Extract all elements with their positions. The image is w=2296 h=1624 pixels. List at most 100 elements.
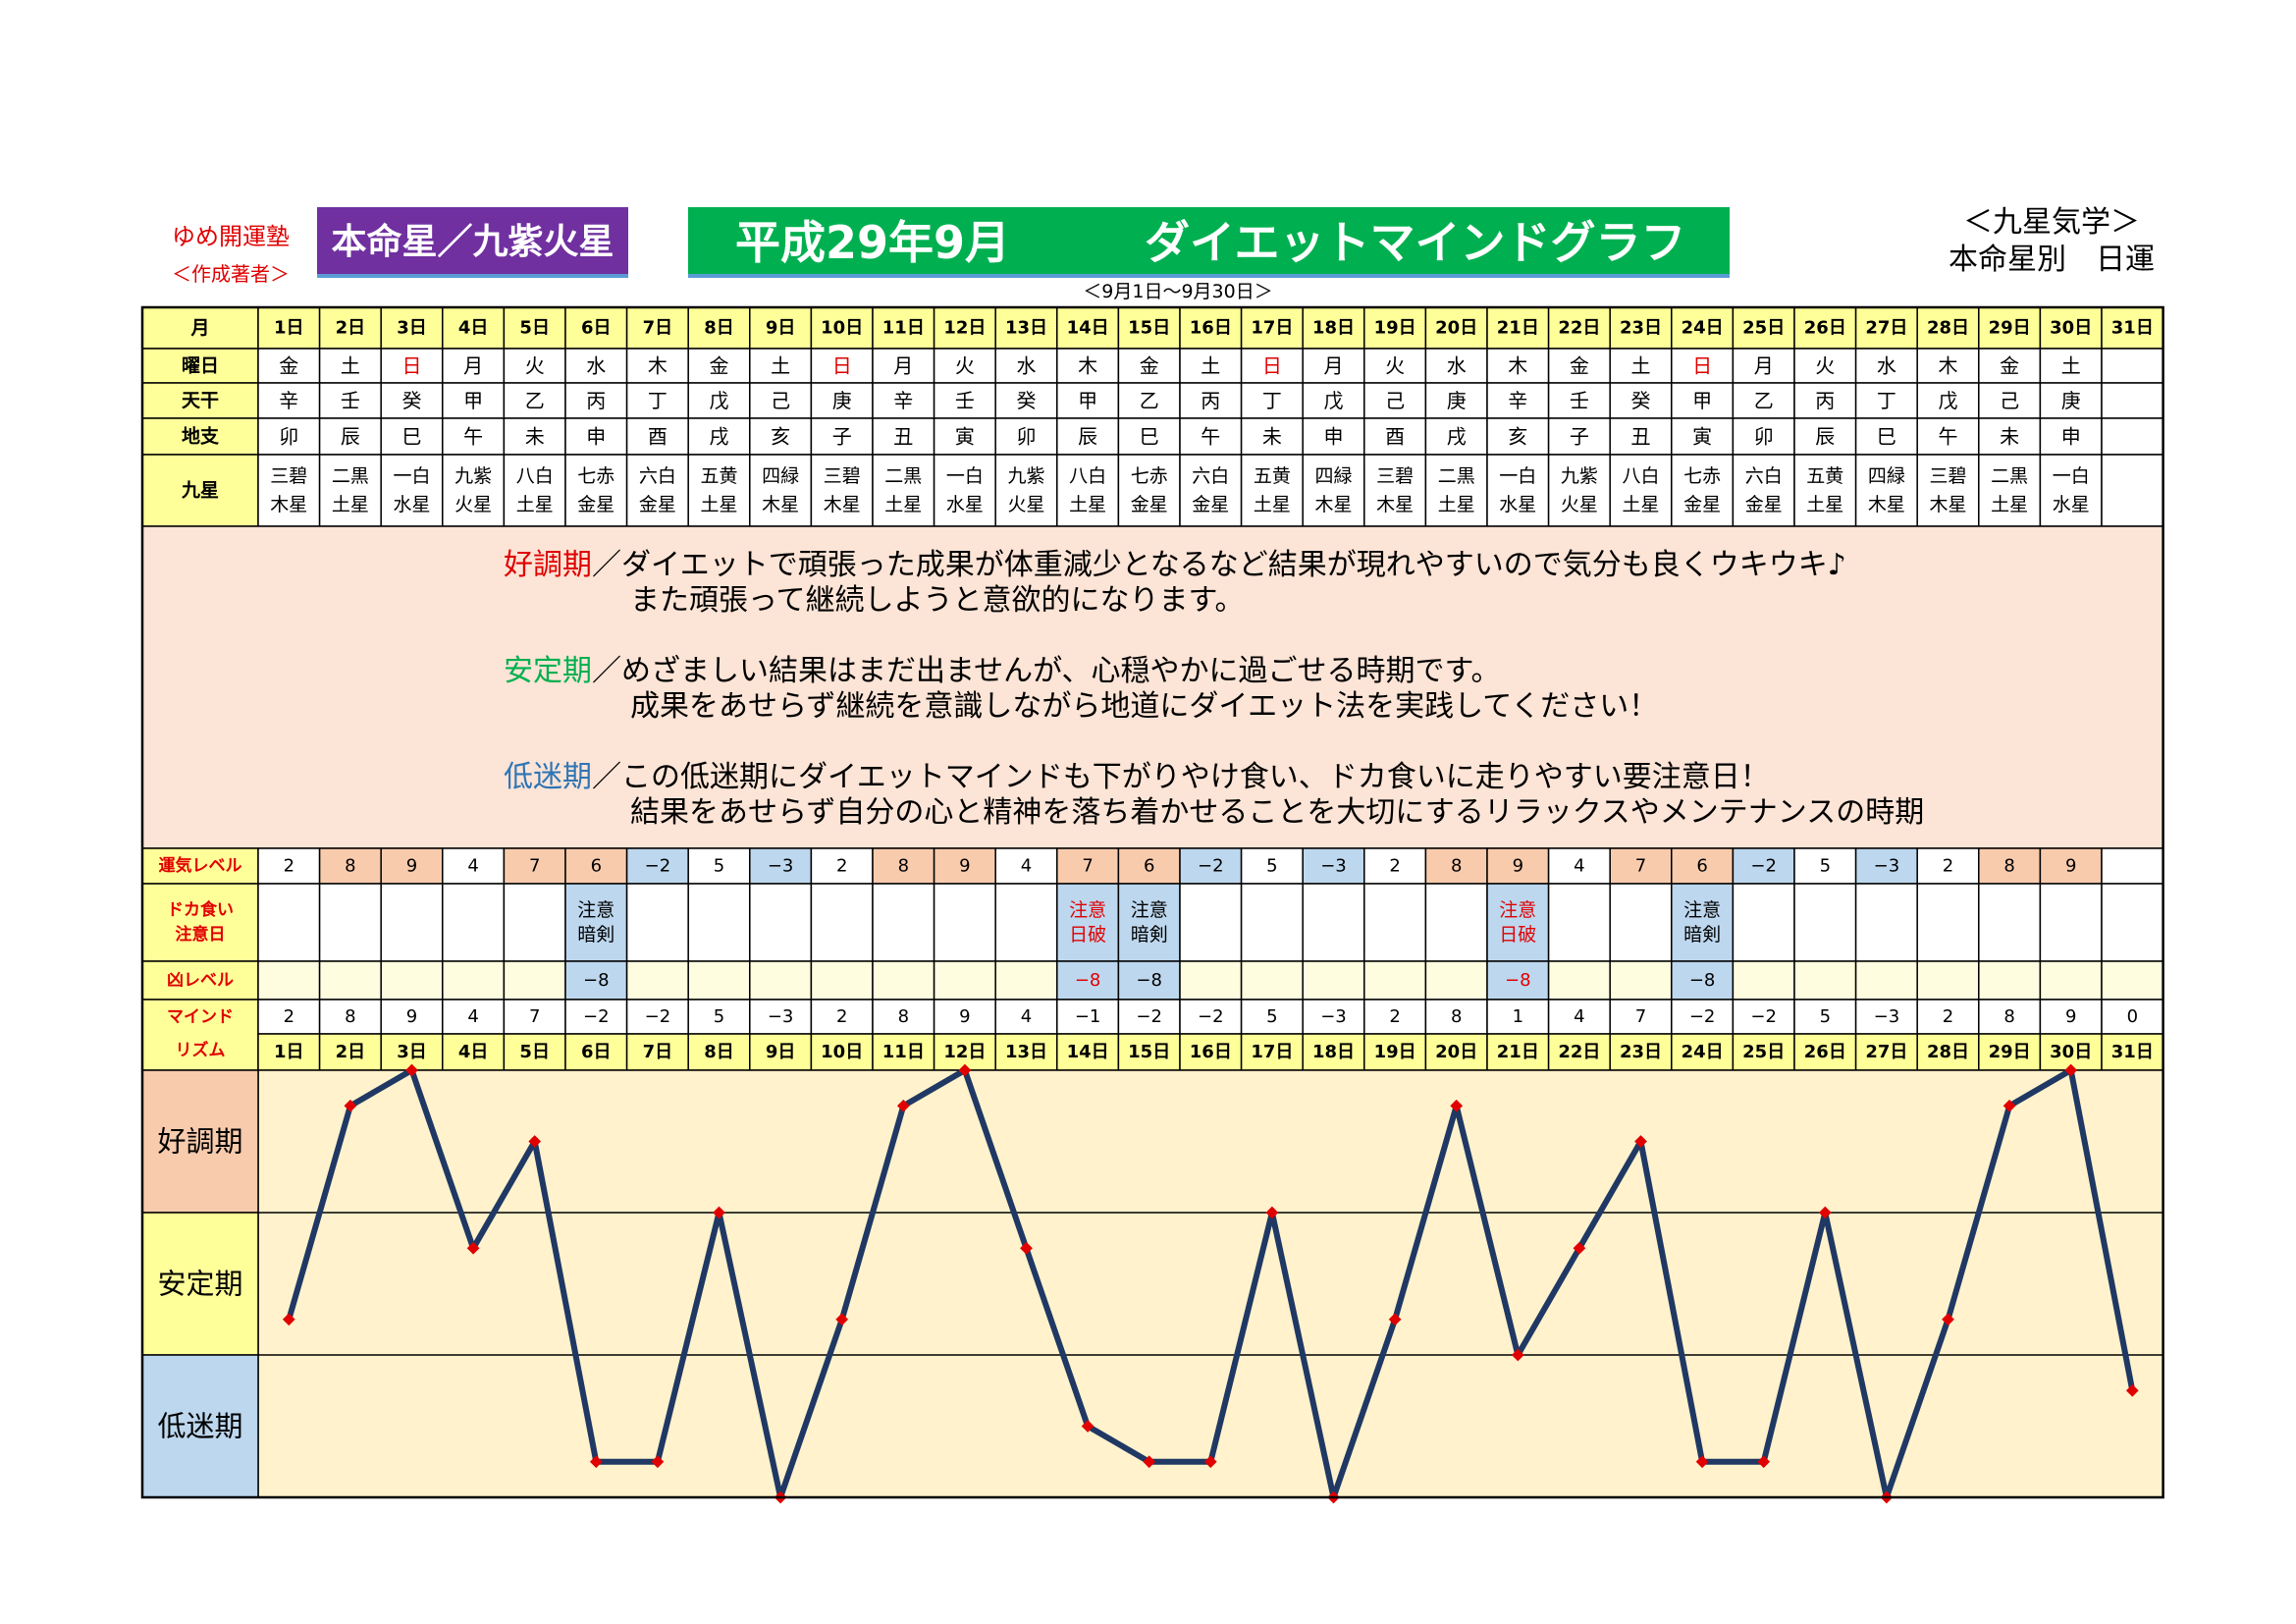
weekday-cell	[1424, 348, 1488, 384]
chishi: 戌	[710, 425, 729, 449]
month-day: 20日	[1435, 318, 1477, 339]
mind-cell	[1732, 999, 1795, 1035]
chishi-cell	[503, 417, 566, 456]
row-label-tenkan: 天干	[182, 390, 219, 411]
fortune-level: 8	[2003, 856, 2014, 877]
kyusei-cell	[1978, 454, 2042, 527]
chishi-cell	[625, 417, 689, 456]
weekday: 日	[1262, 354, 1282, 378]
tenkan: 庚	[832, 389, 852, 412]
mind-day: 12日	[943, 1042, 986, 1062]
kyusei-bottom: 土星	[700, 494, 737, 515]
mind-cell	[625, 999, 689, 1035]
mind-level: −1	[1075, 1006, 1101, 1027]
row-label-chishi: 地支	[182, 425, 220, 448]
mind-point	[1203, 1455, 1217, 1469]
mind-day-cell	[1732, 1033, 1795, 1071]
mind-day: 11日	[882, 1042, 925, 1062]
tenkan-cell	[1363, 382, 1427, 419]
weekday: 火	[1385, 354, 1405, 378]
mind-level: 9	[2065, 1006, 2076, 1027]
mind-level: 7	[529, 1006, 540, 1027]
bad-cell	[2039, 960, 2103, 1001]
binge-cell	[872, 883, 935, 962]
row-label-month: 月	[189, 317, 209, 339]
bad-level: −8	[583, 970, 610, 991]
mind-day: 16日	[1190, 1042, 1232, 1062]
page-title: ダイエットマインドグラフ	[1145, 216, 1686, 269]
chishi: 卯	[279, 425, 298, 449]
month-day: 27日	[1865, 318, 1907, 339]
month-day-cell	[1916, 306, 1980, 350]
chishi: 丑	[1631, 425, 1651, 449]
zone-label-cell	[141, 1354, 259, 1498]
bad-cell	[1424, 960, 1488, 1001]
month-day: 6日	[581, 318, 612, 339]
weekday-cell	[625, 348, 689, 384]
month-day-cell	[2039, 306, 2103, 350]
binge-cell	[1302, 883, 1365, 962]
mind-day: 23日	[1620, 1042, 1662, 1062]
tenkan: 癸	[1631, 389, 1651, 412]
mind-day: 21日	[1497, 1042, 1539, 1062]
mind-point	[1450, 1099, 1464, 1112]
kyusei-top: 六白	[639, 465, 676, 487]
tenkan-cell	[625, 382, 689, 419]
kyusei-bottom: 土星	[1806, 494, 1843, 515]
chishi: 午	[1939, 425, 1958, 449]
month-day: 13日	[1005, 318, 1047, 339]
kyusei-bottom: 火星	[454, 494, 492, 515]
tenkan-cell	[2101, 382, 2164, 419]
weekday: 金	[1570, 354, 1589, 378]
mind-cell	[1978, 999, 2042, 1035]
mind-level: −2	[1750, 1006, 1777, 1027]
tenkan: 辛	[279, 389, 298, 412]
fortune-level: −3	[1320, 856, 1347, 877]
chishi: 卯	[1754, 425, 1774, 449]
fortune-level: 4	[467, 856, 478, 877]
tenkan: 丙	[1815, 389, 1835, 412]
row-label-binge-1: ドカ食い	[167, 899, 234, 920]
weekday-cell	[872, 348, 935, 384]
bad-cell	[1302, 960, 1365, 1001]
binge-cell	[1854, 883, 1918, 962]
zone-label: 安定期	[157, 1268, 242, 1301]
chishi-cell	[442, 417, 506, 456]
kyusei-bottom: 土星	[1254, 494, 1291, 515]
mind-day: 4日	[458, 1042, 489, 1062]
message-stable-line1: ／めざましい結果はまだ出ませんが、心穏やかに過ごせる時期です。	[592, 654, 1501, 688]
binge-bottom: 日破	[1069, 924, 1106, 946]
kyusei-bottom: 水星	[2053, 494, 2090, 515]
mind-level: 4	[1574, 1006, 1584, 1027]
kyusei-top: 八白	[516, 465, 554, 487]
binge-top: 注意	[577, 899, 614, 921]
mind-point	[1818, 1206, 1832, 1219]
fortune-cell	[625, 847, 689, 885]
bad-cell	[994, 960, 1058, 1001]
month-day: 3日	[397, 318, 427, 339]
binge-cell	[933, 883, 996, 962]
mind-day: 13日	[1005, 1042, 1047, 1062]
chishi-cell	[810, 417, 874, 456]
bad-level: −8	[1505, 970, 1531, 991]
binge-cell	[1486, 883, 1550, 962]
chishi: 酉	[1385, 425, 1405, 449]
chishi: 申	[586, 425, 606, 449]
kyusei-bottom: 金星	[1131, 494, 1168, 515]
kyusei-top: 四緑	[1314, 465, 1352, 487]
tenkan-cell	[1732, 382, 1795, 419]
mind-level: −3	[1320, 1006, 1347, 1027]
fortune-level: 6	[591, 856, 602, 877]
tenkan: 庚	[2061, 389, 2081, 412]
binge-top: 注意	[1499, 899, 1536, 921]
mind-level: 5	[714, 1006, 724, 1027]
binge-top: 注意	[1069, 899, 1106, 921]
month-day: 18日	[1312, 318, 1355, 339]
month-day: 24日	[1682, 318, 1724, 339]
mind-day-cell	[1916, 1033, 1980, 1071]
chart-plot-area	[257, 1069, 2164, 1498]
kyusei-top: 六白	[1192, 465, 1229, 487]
message-low-line2: 結果をあせらず自分の心と精神を落ち着かせることを大切にするリラックスやメンテナン…	[630, 795, 1925, 830]
mind-day: 24日	[1682, 1042, 1724, 1062]
kyusei-top: 九紫	[1561, 465, 1598, 487]
